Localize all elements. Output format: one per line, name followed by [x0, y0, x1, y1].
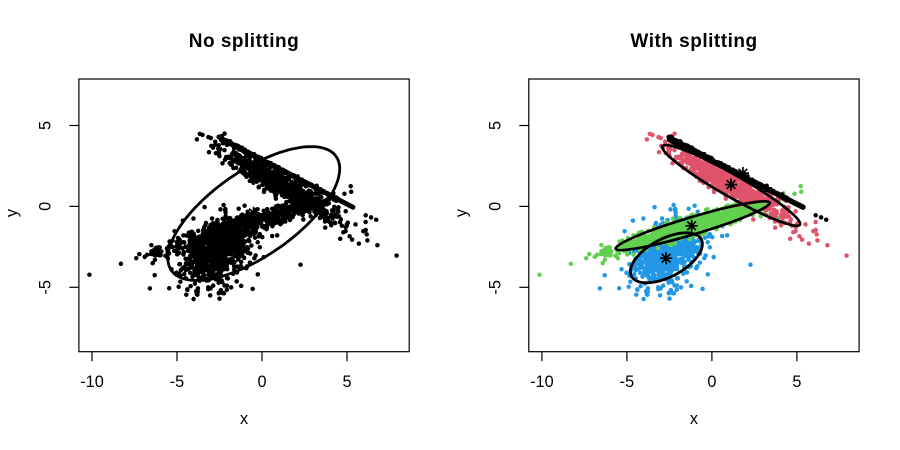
svg-text:-10: -10 [530, 373, 554, 391]
svg-text:-5: -5 [37, 280, 55, 294]
svg-text:0: 0 [37, 202, 55, 211]
svg-text:-10: -10 [80, 373, 104, 391]
svg-text:No splitting: No splitting [189, 31, 299, 52]
svg-text:5: 5 [792, 373, 801, 391]
svg-text:5: 5 [37, 121, 55, 130]
svg-text:0: 0 [487, 202, 505, 211]
svg-text:x: x [690, 410, 698, 428]
svg-text:-5: -5 [487, 280, 505, 294]
svg-text:With splitting: With splitting [630, 31, 757, 52]
svg-text:y: y [453, 208, 471, 217]
svg-text:5: 5 [487, 121, 505, 130]
svg-text:-5: -5 [170, 373, 184, 391]
svg-text:y: y [3, 208, 21, 217]
svg-text:0: 0 [257, 373, 266, 391]
svg-text:x: x [240, 410, 248, 428]
svg-text:5: 5 [342, 373, 351, 391]
svg-text:0: 0 [707, 373, 716, 391]
svg-text:-5: -5 [620, 373, 634, 391]
